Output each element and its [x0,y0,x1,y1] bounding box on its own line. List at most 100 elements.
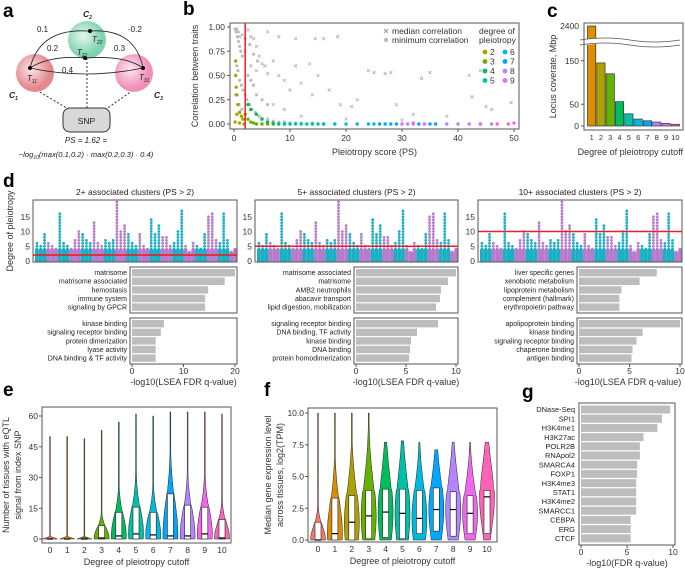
manhattan-dot [92,221,96,225]
manhattan-dot [564,238,568,242]
manhattan-dot [115,227,119,230]
x-tick-label: 6 [417,544,422,554]
y-tick-label: 15 [21,212,31,222]
minimum-correlation-point [240,107,244,112]
manhattan-dot [85,238,88,242]
manhattan-dot [340,236,344,239]
degree-2-point [233,59,238,63]
degree-9-point [495,122,499,126]
manhattan-dot [435,238,439,242]
manhattan-dot [280,227,284,230]
x-tick-label: 5 [400,544,405,554]
manhattan-dot [210,241,214,245]
manhattan-dot [610,244,613,248]
minimum-correlation-point [240,54,244,58]
manhattan-base [529,249,534,262]
manhattan-dot [115,233,119,236]
manhattan-dot [115,215,119,219]
manhattan-base [283,249,288,262]
x-tick-label: 7 [645,133,649,142]
manhattan-dot [610,241,613,245]
manhattan-dot [503,244,507,248]
manhattan-dot [123,241,126,245]
manhattan-dot [149,230,153,233]
degree-4-point [265,120,270,124]
manhattan-dot [401,236,405,239]
degree-6-point [333,122,337,126]
manhattan-dot [431,241,435,245]
bar [581,469,638,478]
manhattan-dot [161,241,165,245]
manhattan-base [548,249,553,262]
y-tick-label: 60 [29,411,39,421]
manhattan-dot [314,241,318,245]
manhattan-dot [153,238,157,242]
manhattan-dot [443,227,447,230]
category-label: ERG [559,525,575,534]
degree-5-point [310,122,315,126]
median-correlation-point [265,30,270,34]
enrichment-bar [356,269,456,277]
degree-9-point [411,121,415,125]
manhattan-dot [371,221,375,225]
bar [642,120,652,127]
box [449,491,457,537]
median-correlation-point [445,114,449,119]
manhattan-dot [207,215,210,219]
manhattan-dot [610,238,613,242]
x-tick-label: 10 [285,133,295,143]
median-correlation-point [277,34,281,39]
manhattan-dot [598,241,602,245]
minimum-correlation-point [239,83,243,87]
manhattan-dot [157,233,161,236]
manhattan-dot [667,238,671,242]
manhattan-dot [594,218,598,222]
degree-9-point [512,121,516,125]
manhattan-dot [568,227,571,230]
manhattan-base [370,249,375,262]
manhattan-dot [428,236,431,239]
y-tick-label: 2.5 [292,503,304,513]
y-tick-label: 7.5 [292,440,304,450]
manhattan-base [586,249,591,262]
manhattan-dot [671,244,674,248]
manhattan-dot [621,238,625,242]
panel-c-bar-chart: 1 2 3 4 5 6 7 8 9 10 0 50 150 2400 Degree of pleiotrop… [548,21,685,157]
manhattan-dot [401,215,405,219]
manhattan-base [613,249,618,262]
manhattan-base [412,249,417,262]
top-enrichment-frame [129,266,238,314]
manhattan-dot [303,236,306,239]
manhattan-dot [92,241,96,245]
manhattan-dot [203,236,207,239]
manhattan-dot [337,224,340,228]
bar [670,123,680,127]
manhattan-dot [625,233,629,236]
median-correlation-point [240,32,245,37]
manhattan-base [636,249,641,262]
enrichment-term: matrisome associated [283,270,351,277]
manhattan-dot [518,241,522,245]
manhattan-dot [58,212,62,216]
manhattan-dot [340,230,344,233]
y-tick-label: 0.75 [208,46,225,56]
degree-7-point [394,122,399,126]
median-correlation-point [411,112,415,117]
legend-degree-title: pleiotropy [479,35,517,45]
manhattan-dot [401,238,405,242]
y-tick-label: 5.0 [292,472,304,482]
bar [587,25,597,127]
manhattan-dot [222,224,226,228]
legend-degree-label: 7 [510,57,515,67]
median-correlation-point [249,64,253,68]
manhattan-base [385,249,390,262]
degree-2-point [234,85,238,89]
bar [581,442,640,451]
y-tick-label: 0 [574,121,579,131]
manhattan-dot [560,212,564,216]
manhattan-dot [526,233,530,236]
manhattan-dot [371,233,375,236]
manhattan-dot [568,236,571,239]
manhattan-dot [378,233,382,236]
minimum-correlation-point [266,103,270,107]
